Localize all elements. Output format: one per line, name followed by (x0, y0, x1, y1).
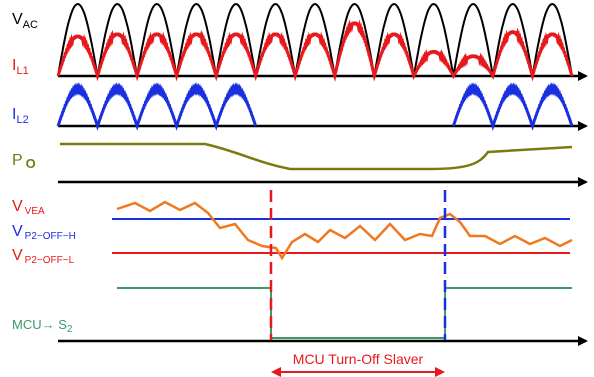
po-waveform (60, 142, 573, 171)
vac-waveform (57, 2, 573, 77)
vp2-off-h-label: V P2−OFF−H (12, 223, 76, 242)
il1-waveform (56, 19, 574, 82)
il2-waveform (56, 82, 574, 131)
vvea-label: V VEA (12, 198, 45, 217)
vp2-off-l-label: V P2−OFF−L (12, 247, 75, 266)
mcu-s2-label: MCU→ S2 (12, 317, 73, 335)
turnoff-label: MCU Turn-Off Slaver (293, 351, 424, 367)
vac-label: VAC (12, 11, 38, 31)
mcu-s2-waveform (117, 287, 572, 339)
il1-label: IL1 (12, 57, 29, 77)
vvea-waveform (116, 200, 573, 261)
il2-label: IL2 (12, 106, 29, 126)
